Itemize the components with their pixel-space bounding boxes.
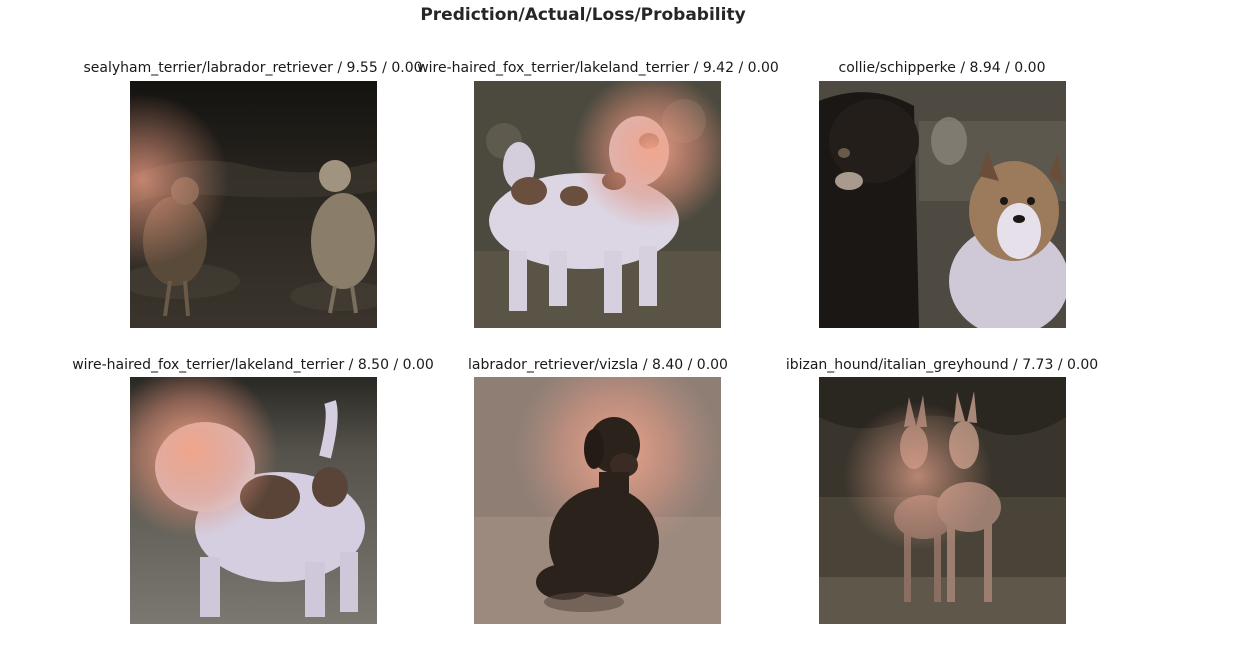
panel-title-3: collie/schipperke / 8.94 / 0.00: [838, 60, 1046, 76]
panel-title-2: wire-haired_fox_terrier/lakeland_terrier…: [417, 60, 779, 76]
panel-image-1: [130, 81, 377, 328]
panel-title-1: sealyham_terrier/labrador_retriever / 9.…: [83, 60, 423, 76]
panel-title-5: labrador_retriever/vizsla / 8.40 / 0.00: [468, 357, 728, 373]
panel-image-5: [474, 377, 721, 624]
panel-title-6: ibizan_hound/italian_greyhound / 7.73 / …: [785, 357, 1099, 373]
panel-title-4: wire-haired_fox_terrier/lakeland_terrier…: [72, 357, 434, 373]
panel-image-2: [474, 81, 721, 328]
panel-image-6: [819, 377, 1066, 624]
panel-image-4: [130, 377, 377, 624]
figure-title: Prediction/Actual/Loss/Probability: [420, 5, 746, 25]
panel-image-3: [819, 81, 1066, 328]
